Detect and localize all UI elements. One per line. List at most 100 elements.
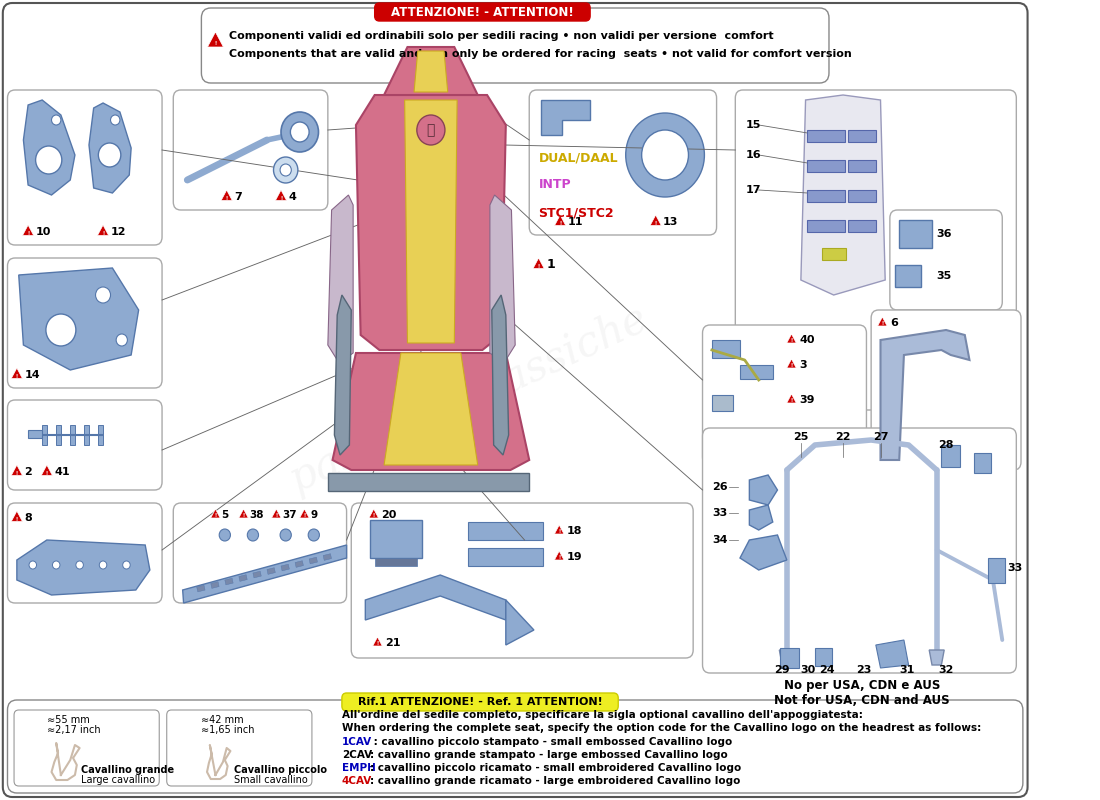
Circle shape bbox=[280, 112, 319, 152]
Text: 41: 41 bbox=[54, 467, 70, 477]
Circle shape bbox=[417, 115, 444, 145]
Bar bbox=[42, 425, 47, 445]
Text: 33: 33 bbox=[1006, 563, 1022, 573]
Polygon shape bbox=[384, 353, 477, 465]
Polygon shape bbox=[208, 32, 223, 47]
Text: !: ! bbox=[15, 470, 18, 475]
Circle shape bbox=[641, 130, 689, 180]
Text: : cavallino grande ricamato - large embroidered Cavallino logo: : cavallino grande ricamato - large embr… bbox=[370, 776, 740, 786]
Text: 37: 37 bbox=[282, 510, 297, 520]
FancyBboxPatch shape bbox=[342, 693, 618, 711]
Text: : cavallino piccolo stampato - small embossed Cavallino logo: : cavallino piccolo stampato - small emb… bbox=[370, 737, 733, 747]
FancyBboxPatch shape bbox=[351, 503, 693, 658]
FancyBboxPatch shape bbox=[703, 325, 867, 465]
Text: !: ! bbox=[279, 195, 282, 201]
Text: 23: 23 bbox=[856, 665, 871, 675]
Text: !: ! bbox=[102, 230, 104, 235]
Text: !: ! bbox=[214, 514, 217, 518]
Text: 1CAV: 1CAV bbox=[342, 737, 372, 747]
Polygon shape bbox=[801, 95, 886, 295]
Text: 32: 32 bbox=[938, 665, 954, 675]
Polygon shape bbox=[332, 353, 529, 470]
Text: !: ! bbox=[242, 514, 244, 518]
Circle shape bbox=[219, 529, 230, 541]
Polygon shape bbox=[749, 505, 773, 530]
Text: !: ! bbox=[558, 555, 560, 560]
Polygon shape bbox=[365, 575, 506, 620]
Text: 19: 19 bbox=[566, 552, 582, 562]
Text: 33: 33 bbox=[712, 508, 727, 518]
Polygon shape bbox=[11, 368, 22, 378]
Polygon shape bbox=[554, 215, 565, 226]
Bar bbox=[848, 220, 876, 232]
Text: ≈1,65 inch: ≈1,65 inch bbox=[201, 725, 255, 735]
Polygon shape bbox=[876, 640, 909, 668]
Polygon shape bbox=[183, 545, 346, 603]
Text: 9: 9 bbox=[310, 510, 317, 520]
Text: 4: 4 bbox=[288, 192, 296, 202]
Text: !: ! bbox=[226, 195, 228, 201]
FancyBboxPatch shape bbox=[8, 503, 162, 603]
Circle shape bbox=[626, 113, 704, 197]
Text: 30: 30 bbox=[800, 665, 815, 675]
FancyBboxPatch shape bbox=[375, 3, 590, 21]
Polygon shape bbox=[534, 258, 544, 269]
Text: !: ! bbox=[15, 517, 18, 522]
Text: 29: 29 bbox=[774, 665, 790, 675]
Bar bbox=[780, 648, 799, 668]
Bar bbox=[807, 160, 845, 172]
Circle shape bbox=[290, 122, 309, 142]
Bar bbox=[309, 558, 318, 564]
Text: ≈55 mm: ≈55 mm bbox=[47, 715, 89, 725]
Circle shape bbox=[123, 561, 130, 569]
Polygon shape bbox=[373, 637, 383, 646]
Polygon shape bbox=[880, 330, 969, 460]
Polygon shape bbox=[492, 295, 508, 455]
Text: 15: 15 bbox=[746, 120, 761, 130]
Bar bbox=[224, 578, 233, 585]
Text: Componenti validi ed ordinabili solo per sedili racing • non validi per versione: Componenti validi ed ordinabili solo per… bbox=[229, 31, 773, 41]
Text: !: ! bbox=[654, 221, 657, 226]
FancyBboxPatch shape bbox=[890, 210, 1002, 310]
Bar bbox=[85, 425, 89, 445]
Bar bbox=[712, 395, 733, 411]
Text: 12: 12 bbox=[110, 227, 126, 237]
Circle shape bbox=[76, 561, 84, 569]
FancyBboxPatch shape bbox=[871, 310, 1021, 470]
Text: 27: 27 bbox=[872, 432, 889, 442]
Polygon shape bbox=[786, 334, 796, 343]
Text: 17: 17 bbox=[746, 185, 761, 195]
Bar bbox=[469, 548, 543, 566]
Text: DUAL/DAAL: DUAL/DAAL bbox=[539, 151, 618, 165]
Text: 24: 24 bbox=[820, 665, 835, 675]
Text: Rif.1 ATTENZIONE! - Ref. 1 ATTENTION!: Rif.1 ATTENZIONE! - Ref. 1 ATTENTION! bbox=[358, 697, 603, 707]
Bar bbox=[848, 130, 876, 142]
Bar bbox=[807, 190, 845, 202]
Bar bbox=[469, 522, 543, 540]
Bar bbox=[56, 425, 60, 445]
Circle shape bbox=[99, 561, 107, 569]
Text: EMPH: EMPH bbox=[342, 763, 376, 773]
Text: STC1/STC2: STC1/STC2 bbox=[539, 206, 614, 219]
Text: 3: 3 bbox=[799, 360, 806, 370]
Circle shape bbox=[35, 146, 62, 174]
Text: 5: 5 bbox=[221, 510, 229, 520]
Bar bbox=[894, 265, 921, 287]
Text: 1: 1 bbox=[546, 258, 554, 271]
Text: : cavallino piccolo ricamato - small embroidered Cavallino logo: : cavallino piccolo ricamato - small emb… bbox=[370, 763, 741, 773]
Polygon shape bbox=[23, 100, 75, 195]
Circle shape bbox=[274, 157, 298, 183]
Text: 11: 11 bbox=[568, 217, 583, 227]
Polygon shape bbox=[384, 47, 477, 95]
Polygon shape bbox=[275, 190, 287, 201]
Text: 35: 35 bbox=[937, 271, 952, 281]
Bar bbox=[98, 425, 103, 445]
Bar bbox=[29, 430, 42, 438]
Text: Cavallino grande: Cavallino grande bbox=[81, 765, 175, 775]
Polygon shape bbox=[414, 51, 448, 92]
Text: Large cavallino: Large cavallino bbox=[81, 775, 155, 785]
Text: All'ordine del sedile completo, specificare la sigla optional cavallino dell'app: All'ordine del sedile completo, specific… bbox=[342, 710, 862, 720]
Text: 10: 10 bbox=[35, 227, 51, 237]
Bar bbox=[328, 473, 529, 491]
Bar bbox=[740, 365, 773, 379]
